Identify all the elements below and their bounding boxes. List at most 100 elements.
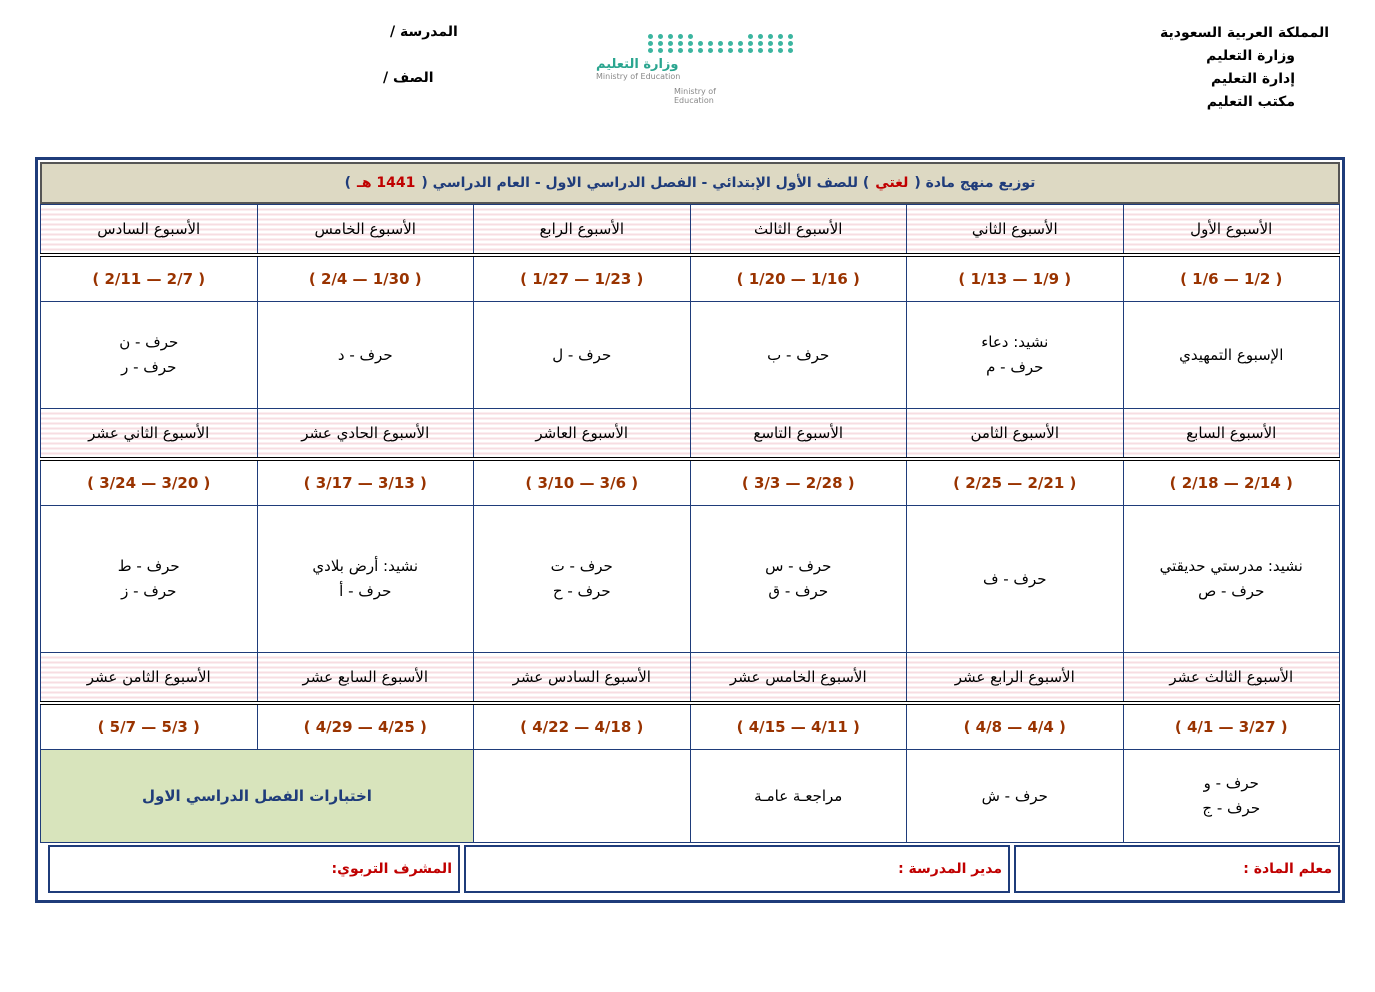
lesson-item: حرف - أ	[339, 582, 392, 600]
logo-dots-icon	[648, 34, 793, 53]
logo-dot	[708, 41, 713, 46]
logo-dot	[718, 41, 723, 46]
logo-dot	[738, 48, 743, 53]
principal-signature: مدير المدرسة :	[464, 845, 1010, 893]
logo-dot	[698, 41, 703, 46]
week-content: حرف - ت حرف - ح	[473, 505, 691, 653]
title-year: 1441 هـ	[357, 175, 416, 191]
week-content: نشيد: دعاء حرف - م	[906, 301, 1124, 409]
week-dates: ( 4/15 — 4/11 )	[689, 702, 907, 750]
logo-dot	[668, 41, 673, 46]
title-subject: لغتي	[875, 175, 909, 191]
logo-dot	[758, 48, 763, 53]
week-dates: ( 4/29 — 4/25 )	[256, 702, 474, 750]
week-header: الأسبوع الخامس	[256, 204, 474, 257]
logo-text-en: Ministry of Education	[596, 72, 681, 81]
week-header: الأسبوع الثاني عشر	[40, 408, 258, 461]
lesson-item: حرف - ق	[768, 582, 829, 600]
week-header: الأسبوع الثالث عشر	[1122, 652, 1340, 705]
week-content: حرف - د	[256, 301, 474, 409]
logo-dot	[648, 41, 653, 46]
week-content: حرف - ش	[906, 749, 1124, 843]
logo-dot	[748, 48, 753, 53]
logo-dot	[698, 48, 703, 53]
logo-text-en-small: Ministry of Education	[674, 87, 716, 105]
week-header: الأسبوع الثاني	[906, 204, 1124, 257]
lesson-item: نشيد: دعاء	[981, 333, 1049, 351]
week-dates: ( 2/25 — 2/21 )	[906, 458, 1124, 506]
title-suffix: )	[344, 175, 352, 191]
lesson-item: حرف - ص	[1198, 582, 1265, 600]
logo-dot	[688, 48, 693, 53]
week-dates: ( 1/27 — 1/23 )	[473, 254, 691, 302]
logo-dot	[708, 48, 713, 53]
lesson-item: حرف - ت	[550, 557, 613, 575]
week-content: الإسبوع التمهيدي	[1122, 301, 1340, 409]
week-content: حرف - س حرف - ق	[689, 505, 907, 653]
week-dates: ( 4/22 — 4/18 )	[473, 702, 691, 750]
lesson-item: حرف - م	[986, 358, 1044, 376]
logo-dot	[778, 41, 783, 46]
logo-dot	[768, 48, 773, 53]
lesson-item: مراجعـة عامـة	[754, 786, 843, 805]
logo-dot	[788, 48, 793, 53]
week-header: الأسبوع التاسع	[689, 408, 907, 461]
ministry-logo: وزارة التعليم Ministry of Education Mini…	[596, 34, 793, 105]
supervisor-signature: المشرف التربوي:	[48, 845, 460, 893]
logo-dot	[758, 41, 763, 46]
week-header: الأسبوع السابع	[1122, 408, 1340, 461]
logo-dot	[728, 41, 733, 46]
title-mid: ) للصف الأول الإبتدائي - الفصل الدراسي ا…	[421, 175, 870, 191]
logo-dot	[688, 34, 693, 39]
logo-dot	[648, 48, 653, 53]
week-content: نشيد: مدرستي حديقتي حرف - ص	[1122, 505, 1340, 653]
signature-footer: معلم المادة : مدير المدرسة : المشرف التر…	[40, 845, 1340, 893]
week-header: الأسبوع الأول	[1122, 204, 1340, 257]
lesson-item: حرف - ج	[1202, 799, 1261, 817]
logo-text-ar: وزارة التعليم	[596, 57, 679, 72]
logo-dot	[688, 41, 693, 46]
lesson-item: حرف - ن	[119, 333, 179, 351]
week-dates: ( 3/24 — 3/20 )	[40, 458, 258, 506]
week-dates: ( 1/13 — 1/9 )	[906, 254, 1124, 302]
logo-dot	[668, 34, 673, 39]
logo-dot	[778, 34, 783, 39]
curriculum-table: الأسبوع الأول الأسبوع الثاني الأسبوع الثال…	[40, 204, 1340, 843]
lesson-item: حرف - ط	[117, 557, 180, 575]
week-dates: ( 3/10 — 3/6 )	[473, 458, 691, 506]
week-dates: ( 5/7 — 5/3 )	[40, 702, 258, 750]
header-line: وزارة التعليم	[1206, 48, 1295, 64]
week-content: حرف - و حرف - ج	[1122, 749, 1340, 843]
week-header: الأسبوع الخامس عشر	[689, 652, 907, 705]
week-header: الأسبوع الرابع	[473, 204, 691, 257]
logo-dot	[648, 34, 653, 39]
logo-dot	[678, 34, 683, 39]
logo-dot	[678, 41, 683, 46]
week-dates: ( 1/20 — 1/16 )	[689, 254, 907, 302]
week-dates: ( 1/6 — 1/2 )	[1122, 254, 1340, 302]
logo-dot	[678, 48, 683, 53]
week-dates: ( 2/4 — 1/30 )	[256, 254, 474, 302]
logo-dot	[658, 41, 663, 46]
week-header: الأسبوع العاشر	[473, 408, 691, 461]
teacher-signature: معلم المادة :	[1014, 845, 1340, 893]
logo-dot	[658, 48, 663, 53]
week-dates: ( 3/17 — 3/13 )	[256, 458, 474, 506]
week-header: الأسبوع السادس عشر	[473, 652, 691, 705]
lesson-item: الإسبوع التمهيدي	[1179, 345, 1284, 364]
logo-dot	[748, 34, 753, 39]
week-dates: ( 3/3 — 2/28 )	[689, 458, 907, 506]
week-content: مراجعـة عامـة	[689, 749, 907, 843]
header-line: إدارة التعليم	[1210, 71, 1295, 87]
week-dates: ( 4/8 — 4/4 )	[906, 702, 1124, 750]
lesson-item: حرف - ز	[121, 582, 177, 600]
lesson-item: حرف - د	[337, 345, 393, 364]
logo-dot	[768, 41, 773, 46]
week-header: الأسبوع الثامن	[906, 408, 1124, 461]
week-header: الأسبوع الحادي عشر	[256, 408, 474, 461]
week-header: الأسبوع الرابع عشر	[906, 652, 1124, 705]
logo-dot	[788, 41, 793, 46]
week-header: الأسبوع السابع عشر	[256, 652, 474, 705]
lesson-item: حرف - ح	[552, 582, 611, 600]
header-line: مكتب التعليم	[1206, 94, 1295, 110]
